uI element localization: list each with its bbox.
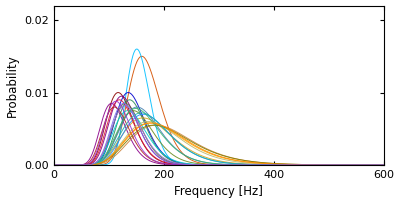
Y-axis label: Probability: Probability <box>6 54 18 117</box>
X-axis label: Frequency [Hz]: Frequency [Hz] <box>174 185 263 198</box>
